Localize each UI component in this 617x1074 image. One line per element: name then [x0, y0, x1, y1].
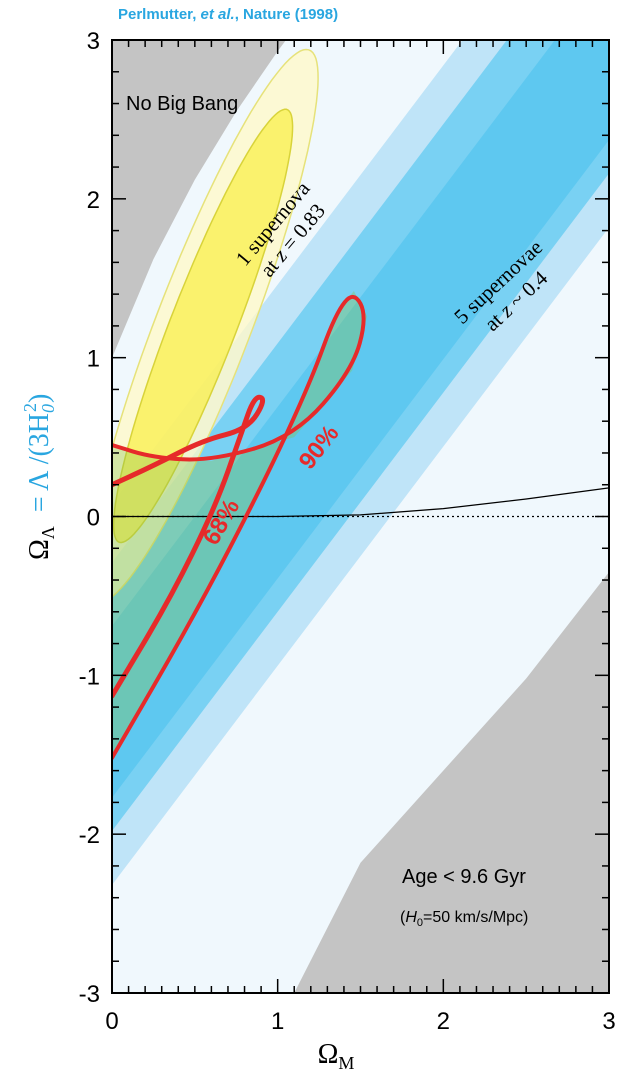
x-tick-label: 2 [437, 1008, 450, 1035]
y-tick-label: 1 [87, 346, 100, 373]
y-tick-label: 3 [87, 28, 100, 55]
svg-text:ΩM: ΩM [318, 1039, 355, 1069]
label-age: Age < 9.6 Gyr [402, 866, 526, 888]
contour-68 [112, 394, 266, 699]
y-tick-label: -1 [79, 663, 100, 690]
plot-area [112, 40, 609, 993]
label-age-note: (H0=50 km/s/Mpc) [400, 909, 528, 929]
x-tick-label: 1 [271, 1008, 284, 1035]
label-no-big-bang: No Big Bang [126, 93, 238, 115]
ellipse-one-supernova-inner [112, 108, 294, 544]
y-tick-label: -2 [79, 822, 100, 849]
citation-authors: Perlmutter, [118, 6, 201, 23]
expansion-boundary-line [112, 487, 609, 518]
region-age-limit [294, 572, 609, 993]
band-five-supernovae-inner [112, 40, 609, 798]
tick-labels: 0 1 2 3 -3 -2 -1 0 1 2 3 [79, 28, 616, 1035]
citation-journal: , Nature (1998) [234, 6, 339, 23]
x-axis-label: ΩM [318, 1039, 355, 1073]
axis-ticks [111, 39, 610, 994]
citation: Perlmutter, et al., Nature (1998) [118, 6, 338, 23]
overlap-region [112, 291, 368, 758]
y-tick-label: -3 [79, 981, 100, 1008]
y-tick-label: 2 [87, 187, 100, 214]
y-axis-label: ΩΛ= Λ /(3H02) [20, 394, 58, 560]
y-tick-label: 0 [87, 505, 100, 532]
citation-etal: et al. [200, 6, 235, 23]
x-tick-label: 3 [602, 1008, 615, 1035]
contour-90 [112, 294, 366, 760]
x-tick-label: 0 [105, 1008, 118, 1035]
svg-text:ΩΛ= Λ /(3H02): ΩΛ= Λ /(3H02) [20, 394, 58, 560]
region-no-big-bang [112, 40, 286, 358]
